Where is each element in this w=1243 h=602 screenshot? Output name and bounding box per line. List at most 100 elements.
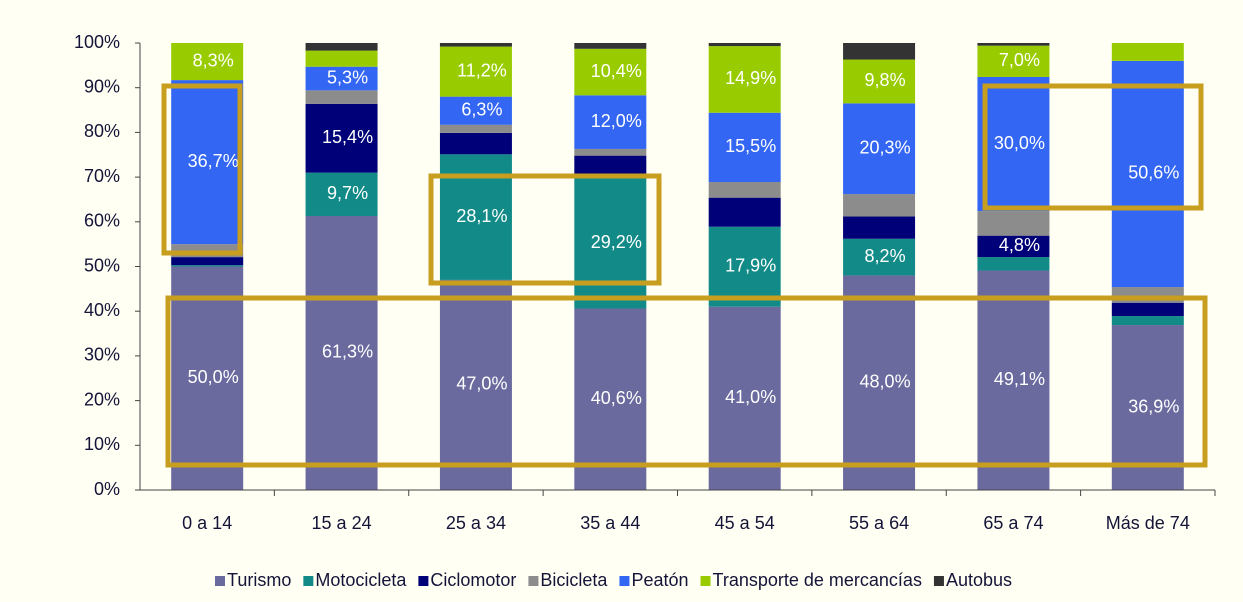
bar-segment [977, 76, 1050, 212]
bar-segment [574, 48, 647, 96]
data-label: 61,3% [322, 342, 373, 362]
y-tick-label: 30% [84, 345, 120, 365]
y-tick-label: 40% [84, 300, 120, 320]
x-tick-label: 0 a 14 [182, 513, 232, 533]
legend-label: Ciclomotor [430, 570, 516, 590]
bar-segment [305, 215, 378, 490]
bar-segment [305, 90, 378, 104]
highlight-box [165, 295, 1208, 468]
data-label: 11,2% [457, 60, 507, 80]
y-tick-label: 10% [84, 434, 120, 454]
highlight-box [982, 83, 1204, 211]
data-label: 6,3% [461, 99, 502, 119]
data-label: 9,7% [327, 183, 368, 203]
data-label: 17,9% [725, 255, 776, 275]
legend-label: Peatón [631, 570, 688, 590]
bar-segment [439, 43, 512, 47]
bar-segment [977, 270, 1050, 490]
bar-segment [1111, 316, 1184, 326]
bar-segment [843, 216, 916, 239]
bar-segment [574, 308, 647, 490]
bar-segment [439, 279, 512, 490]
bar-segment [305, 172, 378, 216]
y-tick-label: 80% [84, 121, 120, 141]
data-label: 20,3% [860, 137, 911, 157]
y-tick-label: 100% [74, 32, 120, 52]
x-tick-label: 25 a 34 [446, 513, 506, 533]
bar-segment [708, 112, 781, 183]
legend-swatch [303, 576, 314, 586]
bar-segment [977, 257, 1050, 271]
bar-segment [708, 226, 781, 307]
y-tick-label: 90% [84, 76, 120, 96]
data-label: 49,1% [994, 369, 1045, 389]
data-label: 40,6% [591, 388, 642, 408]
legend-label: Turismo [227, 570, 291, 590]
bar-segment [439, 132, 512, 155]
bar-segment [305, 50, 378, 67]
bar-segment [171, 257, 244, 266]
data-label: 15,4% [322, 127, 373, 147]
data-label: 29,2% [591, 232, 642, 252]
bar-segment [843, 238, 916, 276]
bar-segment [1111, 302, 1184, 317]
data-label: 12,0% [591, 111, 642, 131]
bar-segment [977, 235, 1050, 258]
bar-segment [439, 124, 512, 133]
legend-swatch [700, 576, 711, 586]
bar-segment [708, 306, 781, 490]
legend-label: Motocicleta [315, 570, 407, 590]
data-label: 30,0% [994, 133, 1045, 153]
bar-segment [977, 211, 1050, 236]
bar-segment [977, 43, 1050, 46]
y-tick-label: 60% [84, 211, 120, 231]
bar-segment [439, 96, 512, 125]
data-label: 47,0% [456, 374, 507, 394]
data-label: 8,3% [193, 50, 234, 70]
legend-swatch [215, 576, 225, 586]
bar-segment [1111, 60, 1184, 288]
bar-segment [843, 43, 916, 60]
x-tick-label: 45 a 54 [715, 513, 775, 533]
bar-segment [305, 66, 378, 91]
highlight-box [428, 173, 662, 286]
data-label: 7,0% [999, 50, 1040, 70]
bar-segment [1111, 43, 1184, 61]
data-label: 14,9% [725, 68, 776, 88]
data-label: 50,6% [1128, 163, 1179, 183]
data-label: 48,0% [860, 371, 911, 391]
bar-segment [574, 177, 647, 309]
legend-swatch [528, 576, 539, 586]
data-label: 8,2% [865, 246, 906, 266]
y-tick-label: 50% [84, 255, 120, 275]
bar-segment [708, 197, 781, 227]
data-label: 4,8% [999, 235, 1040, 255]
highlight-box [161, 83, 243, 256]
bar-segment [171, 80, 244, 245]
bar-segment [305, 103, 378, 173]
data-label: 28,1% [456, 206, 507, 226]
x-tick-label: Más de 74 [1106, 513, 1190, 533]
bar-segment [574, 43, 647, 49]
legend-label: Bicicleta [540, 570, 608, 590]
legend-swatch [933, 576, 944, 586]
data-label: 36,9% [1128, 396, 1179, 416]
legend-label: Transporte de mercancías [713, 570, 922, 590]
x-tick-label: 55 a 64 [849, 513, 909, 533]
data-label: 9,8% [865, 70, 906, 90]
highlight-boxes [161, 83, 1208, 468]
bar-segment [843, 194, 916, 217]
y-tick-label: 70% [84, 166, 120, 186]
data-label: 50,0% [188, 367, 239, 387]
bar-segment [574, 95, 647, 149]
data-label: 36,7% [188, 151, 239, 171]
data-label: 5,3% [327, 67, 368, 87]
bar-segment [574, 148, 647, 156]
y-tick-label: 0% [94, 479, 120, 499]
bar-segment [439, 46, 512, 97]
bar-segment [171, 265, 244, 267]
bar-segment [977, 45, 1050, 77]
x-tick-label: 35 a 44 [580, 513, 640, 533]
x-tick-label: 15 a 24 [312, 513, 372, 533]
